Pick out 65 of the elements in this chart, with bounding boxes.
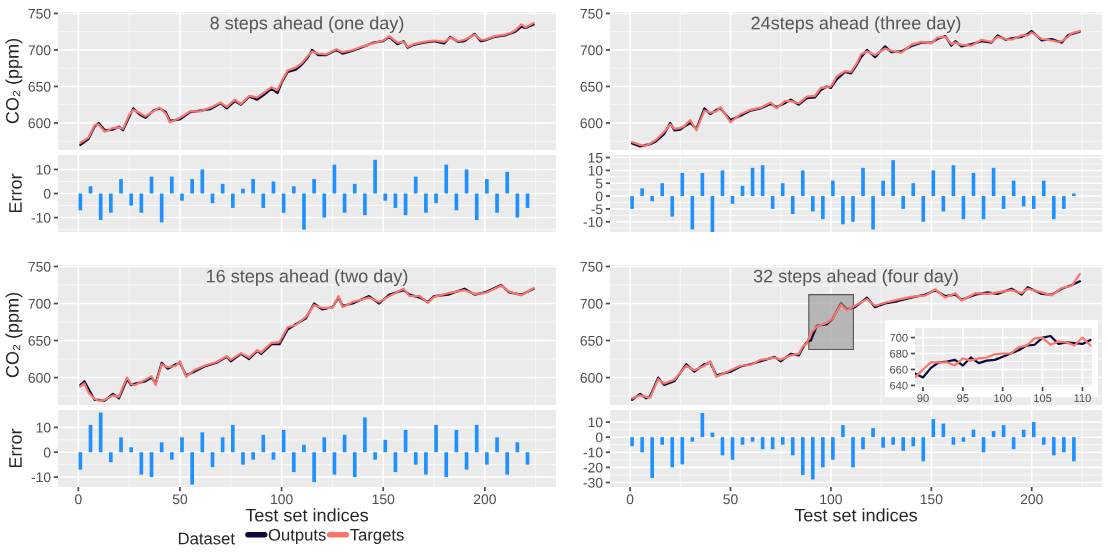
x-tick-label: 100: [271, 494, 293, 505]
y-tick-label: 650: [580, 335, 603, 346]
chart-title: 24steps ahead (three day): [751, 16, 961, 33]
x-tick-label: 110: [1074, 394, 1091, 403]
y-tick-label: 0: [595, 191, 603, 202]
y-tick-label: -10: [31, 472, 51, 483]
legend-label: Outputs: [268, 528, 326, 544]
y-tick-label: 700: [28, 298, 51, 309]
y-tick-label: 700: [580, 45, 603, 56]
y-tick-label: 5: [595, 178, 603, 189]
y-tick-label: 10: [36, 164, 51, 175]
y-tick-label: 15: [588, 153, 603, 163]
x-tick-label: 105: [1034, 394, 1052, 403]
y-tick-label: 600: [28, 118, 51, 129]
y-tick-label: 0: [595, 432, 603, 443]
chart-title: 32 steps ahead (four day): [753, 269, 958, 287]
y-tick-label: 700: [28, 45, 51, 56]
x-tick-label: 200: [473, 494, 496, 505]
y-tick-label: 600: [580, 372, 603, 383]
chart-title: 8 steps ahead (one day): [210, 16, 404, 33]
y-tick-label: 700: [580, 298, 603, 309]
y-tick-label: 650: [28, 335, 51, 346]
y-tick-label: -10: [583, 217, 603, 227]
y-axis-title: CO₂ (ppm): [5, 292, 23, 378]
y-tick-label: 700: [890, 333, 908, 342]
y-tick-label: 640: [890, 381, 908, 390]
y-tick-label: 10: [36, 422, 51, 433]
x-tick-label: 200: [1020, 494, 1043, 505]
y-tick-label: -5: [591, 204, 603, 215]
y-tick-label: -30: [583, 477, 603, 488]
y-tick-label: 660: [890, 365, 908, 374]
y-tick-label: 0: [43, 447, 51, 458]
y-tick-label: 650: [580, 81, 603, 92]
y-tick-label: 750: [28, 261, 51, 272]
y-axis-title: CO₂ (ppm): [5, 38, 23, 124]
x-tick-label: 100: [994, 394, 1012, 403]
y-tick-label: 10: [588, 417, 603, 428]
y-axis-title: Error: [9, 173, 22, 213]
x-tick-label: 50: [723, 494, 738, 505]
y-tick-label: 600: [580, 118, 603, 129]
y-tick-label: -10: [583, 447, 603, 458]
y-tick-label: 0: [43, 188, 51, 199]
y-tick-label: 600: [28, 372, 51, 383]
y-tick-label: 10: [588, 165, 603, 176]
y-tick-label: 750: [28, 8, 51, 19]
y-tick-label: 680: [890, 349, 908, 358]
y-tick-label: -10: [31, 212, 51, 223]
x-axis-title: Test set indices: [794, 508, 918, 522]
x-tick-label: 100: [820, 494, 842, 505]
legend-label: Targets: [350, 529, 404, 544]
y-axis-title: Error: [9, 428, 22, 468]
x-tick-label: 0: [75, 494, 82, 505]
x-tick-label: 150: [372, 494, 395, 505]
x-tick-label: 150: [920, 494, 943, 505]
chart-title: 16 steps ahead (two day): [207, 269, 408, 287]
y-tick-label: -20: [583, 462, 603, 473]
y-tick-label: 650: [28, 81, 51, 92]
x-tick-label: 90: [917, 394, 929, 403]
legend-title: Dataset: [178, 532, 235, 545]
x-tick-label: 95: [957, 394, 969, 403]
y-tick-label: 750: [580, 261, 603, 272]
x-tick-label: 0: [626, 494, 634, 505]
y-tick-label: 750: [580, 8, 603, 19]
x-tick-label: 50: [172, 494, 188, 505]
x-axis-title: Test set indices: [245, 508, 369, 522]
